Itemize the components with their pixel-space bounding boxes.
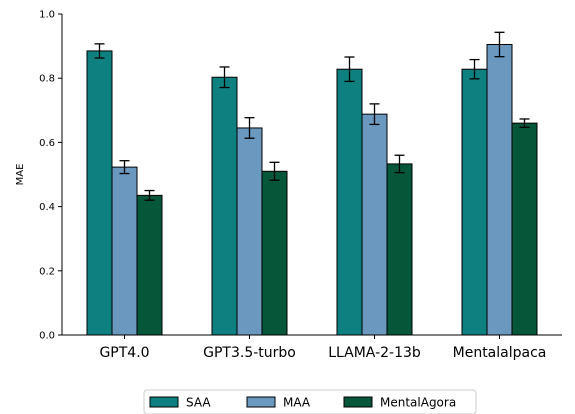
x-tick-label: GPT3.5-turbo <box>203 345 296 361</box>
bar-saa-3 <box>461 68 488 336</box>
error-bars <box>94 31 530 201</box>
bar-maa-3 <box>486 43 513 336</box>
bar-mentalagora-2 <box>386 163 413 336</box>
y-tick-label: 0.0 <box>39 331 55 342</box>
bar-maa-2 <box>361 113 388 336</box>
bar-maa-1 <box>236 127 263 336</box>
bar-mentalagora-1 <box>261 170 288 336</box>
bars <box>86 43 538 336</box>
legend-swatch-maa <box>246 396 276 408</box>
bar-maa-0 <box>111 166 138 336</box>
bar-mentalagora-0 <box>136 194 163 336</box>
bar-saa-0 <box>86 50 113 336</box>
legend-label-saa: SAA <box>186 396 211 410</box>
legend-label-mentalagora: MentalAgora <box>380 396 456 410</box>
x-tick-label: GPT4.0 <box>99 345 149 361</box>
bar-saa-2 <box>336 68 363 336</box>
y-tick-label: 0.6 <box>39 138 55 149</box>
y-tick-label: 0.2 <box>39 266 55 277</box>
bar-mentalagora-3 <box>511 122 538 336</box>
y-tick-labels: 0.0 0.2 0.4 0.6 0.8 1.0 <box>39 10 55 342</box>
y-tick-label: 0.8 <box>39 74 55 85</box>
x-tick-label: LLAMA-2-13b <box>328 345 421 361</box>
legend: SAA MAA MentalAgora <box>143 389 477 414</box>
y-axis-label: MAE <box>15 164 26 186</box>
legend-box <box>143 389 477 414</box>
legend-swatch-mentalagora <box>343 396 373 408</box>
y-tick-label: 1.0 <box>39 10 55 21</box>
y-tick-label: 0.4 <box>39 202 55 213</box>
x-tick-labels: GPT4.0 GPT3.5-turbo LLAMA-2-13b Mentalalpac… <box>99 345 546 361</box>
legend-swatch-saa <box>149 396 179 408</box>
legend-label-maa: MAA <box>283 396 311 410</box>
x-tick-label: Mentalalpaca <box>453 345 547 361</box>
bar-saa-1 <box>211 76 238 336</box>
